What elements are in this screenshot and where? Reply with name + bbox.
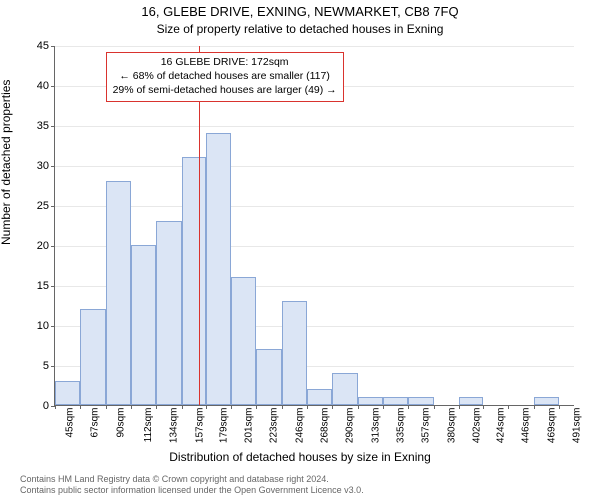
xtick-mark <box>131 405 132 409</box>
xtick-label: 335sqm <box>395 408 406 444</box>
bar <box>534 397 559 405</box>
xtick-mark <box>559 405 560 409</box>
grid-line <box>55 166 574 167</box>
ytick-mark <box>51 326 55 327</box>
bar <box>206 133 231 405</box>
xtick-mark <box>408 405 409 409</box>
bar <box>80 309 106 405</box>
xtick-label: 201sqm <box>244 408 255 444</box>
bar <box>307 389 332 405</box>
xtick-label: 469sqm <box>547 408 558 444</box>
ytick-mark <box>51 126 55 127</box>
xtick-label: 223sqm <box>268 408 279 444</box>
footer-attribution: Contains HM Land Registry data © Crown c… <box>20 474 364 497</box>
xtick-label: 179sqm <box>219 408 230 444</box>
xtick-label: 357sqm <box>420 408 431 444</box>
ytick-label: 0 <box>43 400 49 412</box>
xtick-label: 491sqm <box>571 408 582 444</box>
xtick-label: 290sqm <box>344 408 355 444</box>
xtick-label: 246sqm <box>294 408 305 444</box>
xtick-mark <box>483 405 484 409</box>
bar <box>106 181 131 405</box>
bar <box>332 373 358 405</box>
ytick-label: 25 <box>37 200 49 212</box>
xtick-mark <box>80 405 81 409</box>
callout-line: 29% of semi-detached houses are larger (… <box>113 83 337 97</box>
chart-container: 16, GLEBE DRIVE, EXNING, NEWMARKET, CB8 … <box>0 0 600 500</box>
callout-line: ← 68% of detached houses are smaller (11… <box>113 69 337 83</box>
ytick-label: 45 <box>37 40 49 52</box>
ytick-label: 15 <box>37 280 49 292</box>
grid-line <box>55 46 574 47</box>
xtick-label: 424sqm <box>496 408 507 444</box>
xtick-mark <box>332 405 333 409</box>
xtick-mark <box>156 405 157 409</box>
footer-line2: Contains public sector information licen… <box>20 485 364 496</box>
xtick-mark <box>508 405 509 409</box>
ytick-mark <box>51 166 55 167</box>
x-axis-label: Distribution of detached houses by size … <box>0 450 600 464</box>
title-sub: Size of property relative to detached ho… <box>0 22 600 36</box>
xtick-mark <box>534 405 535 409</box>
xtick-label: 157sqm <box>194 408 205 444</box>
xtick-label: 380sqm <box>446 408 457 444</box>
xtick-mark <box>106 405 107 409</box>
bar <box>131 245 156 405</box>
ytick-mark <box>51 246 55 247</box>
xtick-mark <box>182 405 183 409</box>
callout-line: 16 GLEBE DRIVE: 172sqm <box>113 55 337 69</box>
grid-line <box>55 206 574 207</box>
xtick-label: 313sqm <box>370 408 381 444</box>
ytick-label: 20 <box>37 240 49 252</box>
ytick-label: 40 <box>37 80 49 92</box>
grid-line <box>55 126 574 127</box>
bar <box>358 397 383 405</box>
xtick-mark <box>282 405 283 409</box>
xtick-mark <box>383 405 384 409</box>
xtick-mark <box>231 405 232 409</box>
bar <box>408 397 434 405</box>
xtick-mark <box>206 405 207 409</box>
ytick-label: 30 <box>37 160 49 172</box>
bar <box>156 221 182 405</box>
xtick-label: 134sqm <box>168 408 179 444</box>
bar <box>459 397 484 405</box>
xtick-label: 67sqm <box>89 408 100 438</box>
xtick-mark <box>307 405 308 409</box>
xtick-label: 268sqm <box>319 408 330 444</box>
xtick-mark <box>358 405 359 409</box>
ytick-mark <box>51 86 55 87</box>
ytick-mark <box>51 286 55 287</box>
xtick-mark <box>55 405 56 409</box>
bar <box>383 397 408 405</box>
xtick-mark <box>459 405 460 409</box>
plot-area: 05101520253035404545sqm67sqm90sqm112sqm1… <box>54 46 574 406</box>
xtick-label: 112sqm <box>143 408 154 443</box>
ytick-label: 5 <box>43 360 49 372</box>
ytick-label: 35 <box>37 120 49 132</box>
title-main: 16, GLEBE DRIVE, EXNING, NEWMARKET, CB8 … <box>0 4 600 19</box>
ytick-mark <box>51 46 55 47</box>
bar <box>256 349 282 405</box>
ytick-mark <box>51 366 55 367</box>
xtick-label: 446sqm <box>521 408 532 444</box>
xtick-label: 402sqm <box>471 408 482 444</box>
xtick-label: 90sqm <box>115 408 126 438</box>
xtick-mark <box>256 405 257 409</box>
ytick-label: 10 <box>37 320 49 332</box>
xtick-mark <box>434 405 435 409</box>
footer-line1: Contains HM Land Registry data © Crown c… <box>20 474 364 485</box>
xtick-label: 45sqm <box>65 408 76 438</box>
y-axis-label: Number of detached properties <box>0 80 13 245</box>
bar <box>231 277 256 405</box>
callout-box: 16 GLEBE DRIVE: 172sqm← 68% of detached … <box>106 52 344 102</box>
ytick-mark <box>51 206 55 207</box>
bar <box>182 157 207 405</box>
bar <box>282 301 307 405</box>
bar <box>55 381 80 405</box>
